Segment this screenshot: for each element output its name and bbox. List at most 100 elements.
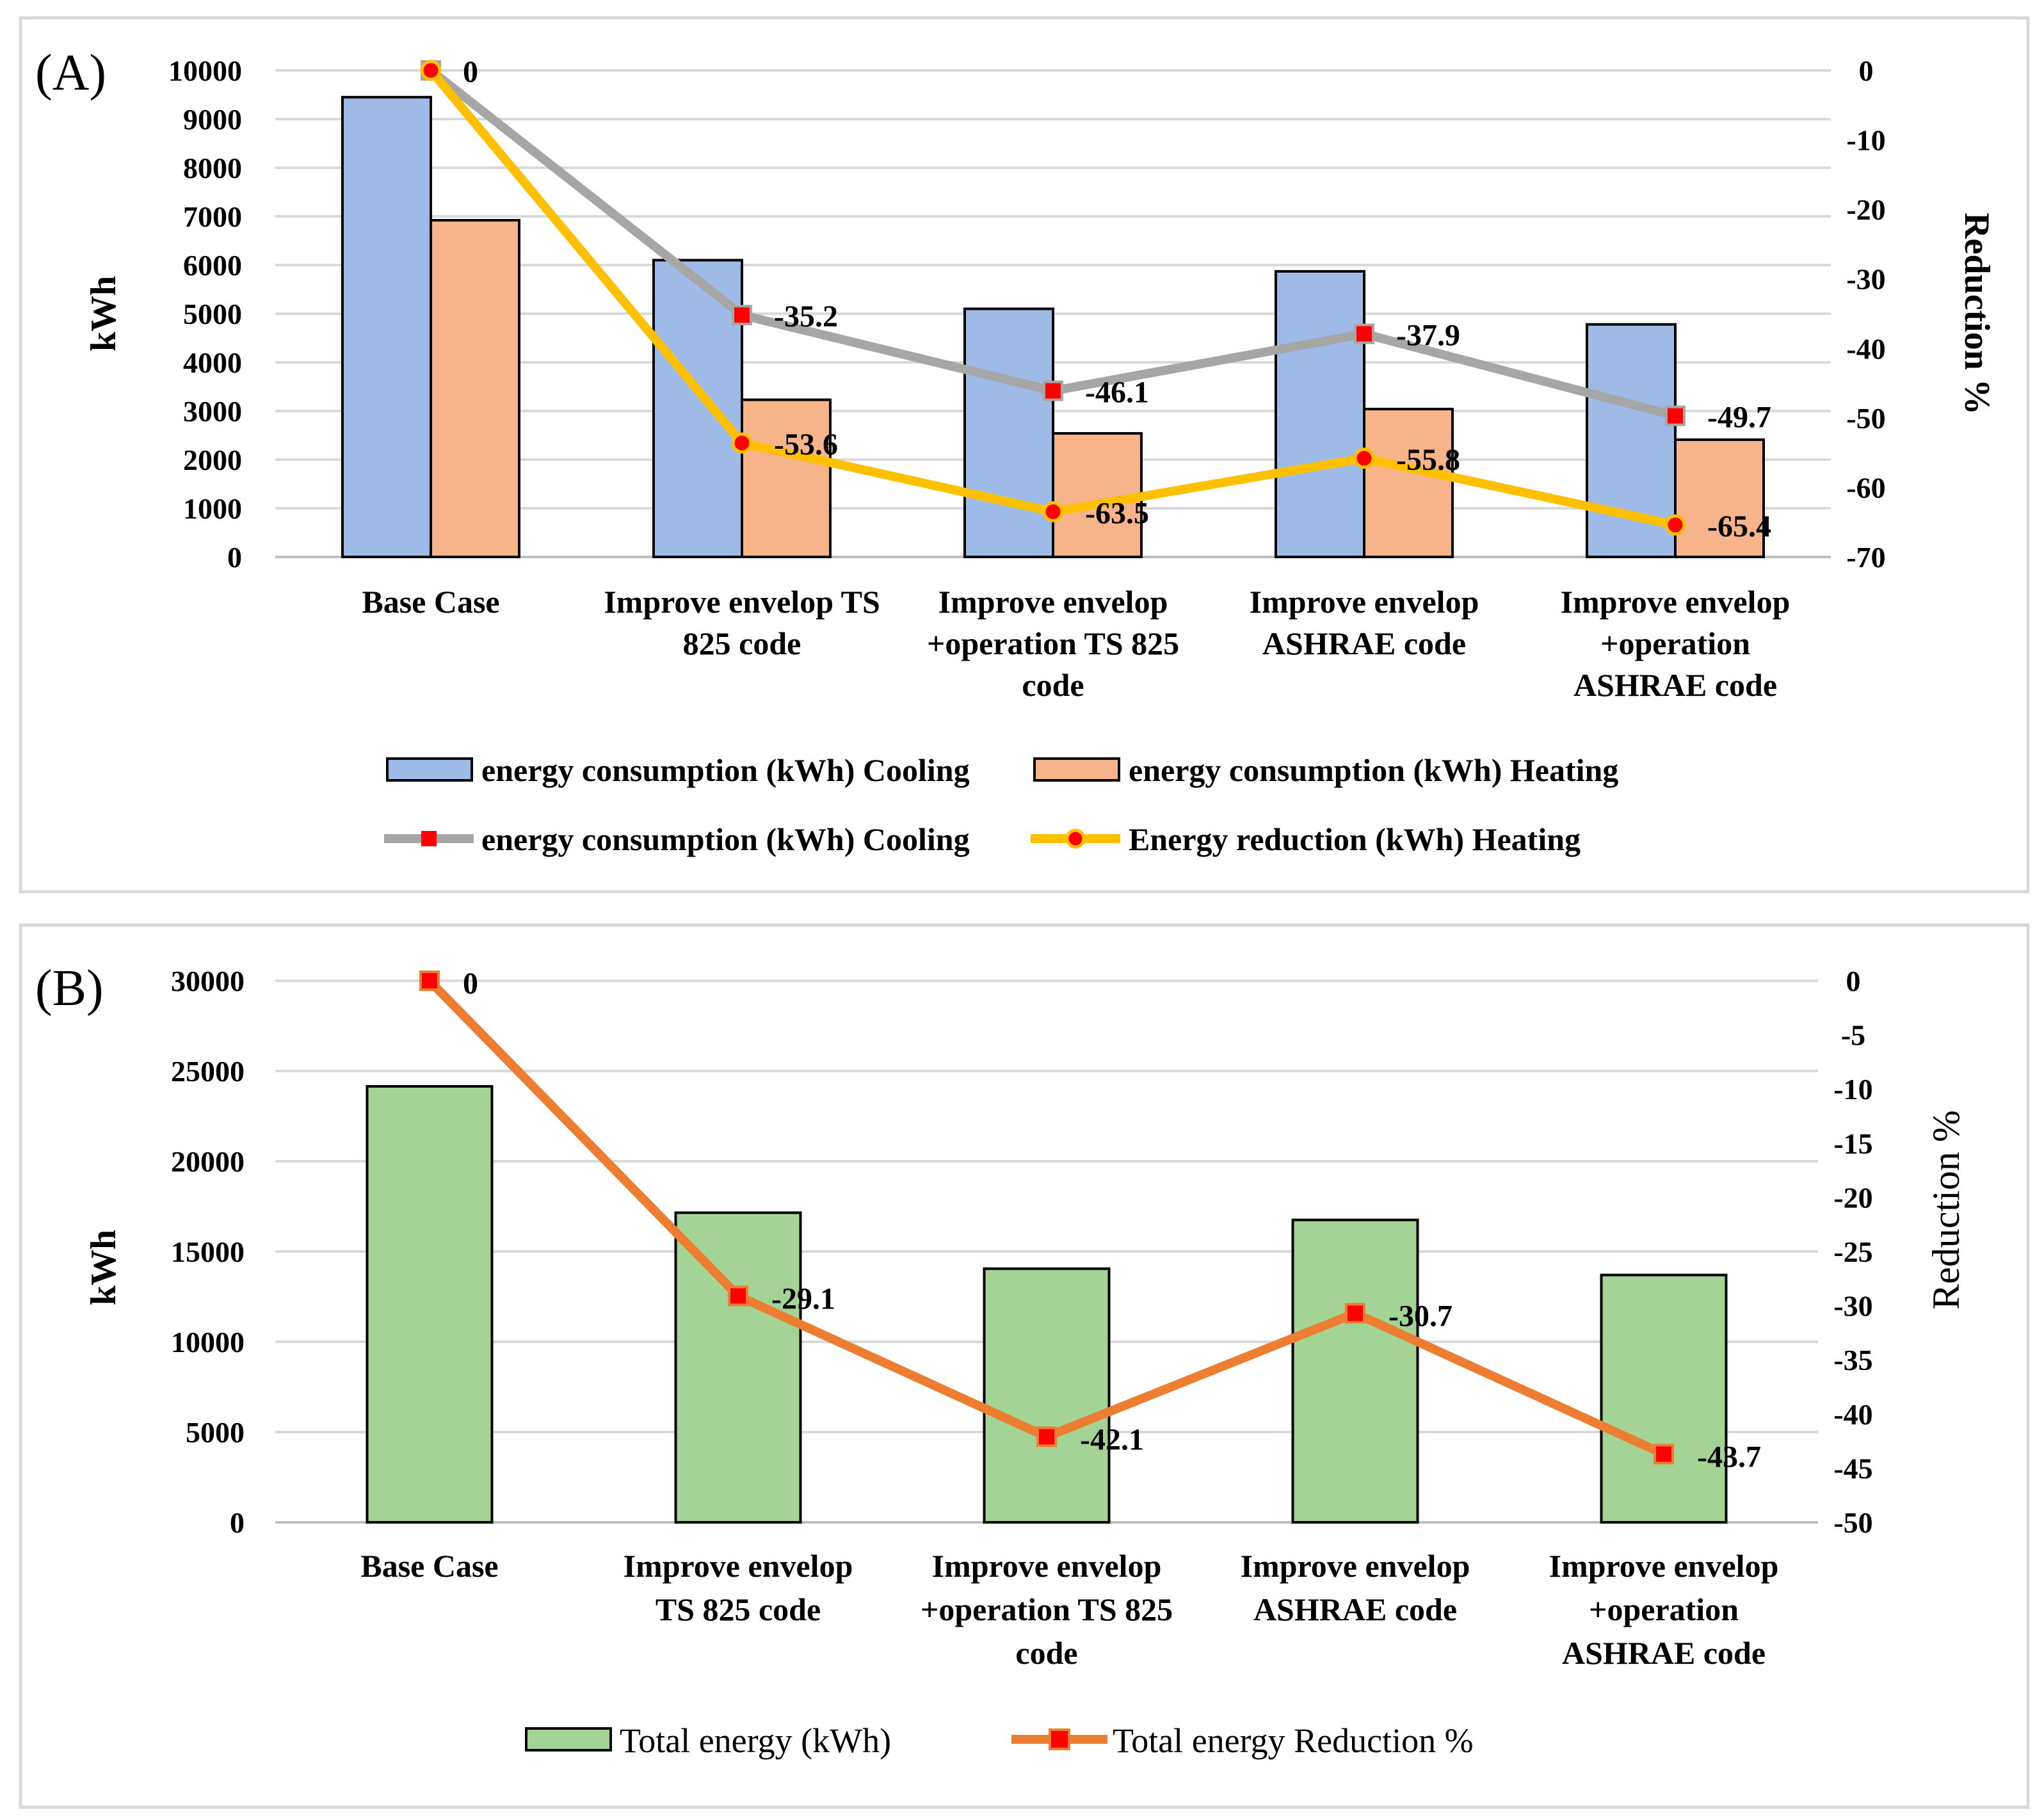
data-point — [1345, 1303, 1365, 1324]
y2-tick-label: -5 — [1841, 1019, 1865, 1052]
category-label: code — [1022, 667, 1084, 703]
legend-marker-heating-reduction — [1065, 828, 1086, 849]
bar — [1275, 270, 1365, 558]
y-tick-label: 0 — [227, 541, 242, 574]
data-point — [1353, 447, 1375, 469]
y2-tick-label: -40 — [1833, 1398, 1872, 1431]
y-tick-label: 4000 — [183, 346, 242, 379]
y2-tick-label: -25 — [1833, 1236, 1872, 1268]
legend-swatch-total-energy — [525, 1727, 612, 1752]
data-point — [732, 305, 752, 326]
y-tick-label: 1000 — [183, 492, 242, 525]
y-tick-label: 15000 — [171, 1236, 245, 1268]
y-tick-label: 2000 — [183, 444, 242, 476]
y-tick-label: 10000 — [171, 1326, 245, 1358]
y-tick-label: 25000 — [171, 1055, 245, 1088]
y-tick-label: 30000 — [171, 965, 245, 997]
bar — [963, 307, 1054, 558]
y-tick-label: 8000 — [183, 152, 242, 184]
legend-swatch-cooling-bar — [386, 757, 473, 782]
data-point — [420, 60, 442, 81]
data-label: 0 — [463, 967, 478, 1001]
panel-b-y2-axis-title: Reduction % — [1925, 1110, 1967, 1310]
y-tick-label: 7000 — [183, 200, 242, 233]
data-label: -65.4 — [1707, 510, 1771, 544]
category-label: ASHRAE code — [1262, 625, 1466, 661]
y-tick-label: 6000 — [183, 249, 242, 282]
category-label: ASHRAE code — [1573, 667, 1777, 703]
category-label: Improve envelop — [932, 1548, 1162, 1584]
bar — [674, 1211, 802, 1524]
category-label: Improve envelop TS — [604, 584, 880, 620]
panel-a-y-axis-title: kWh — [84, 276, 124, 351]
bar — [1600, 1273, 1728, 1524]
y-tick-label: 20000 — [171, 1145, 245, 1178]
bar — [341, 95, 432, 559]
data-label: -29.1 — [771, 1282, 835, 1316]
y2-tick-label: -60 — [1846, 471, 1885, 504]
y2-tick-label: -40 — [1846, 332, 1885, 365]
category-label: Improve envelop — [624, 1548, 853, 1584]
data-label: -63.5 — [1085, 496, 1149, 530]
y-tick-label: 5000 — [186, 1416, 245, 1449]
category-label: 825 code — [683, 625, 801, 661]
bar — [1363, 407, 1454, 559]
category-label: Improve envelop — [938, 584, 1168, 620]
bar — [1291, 1218, 1419, 1524]
legend-label-total-energy: Total energy (kWh) — [620, 1721, 891, 1760]
data-label: -35.2 — [774, 300, 838, 334]
panel-b-legend: Total energy (kWh) Total energy Reductio… — [525, 1721, 1474, 1760]
y2-tick-label: -50 — [1846, 402, 1885, 435]
bar — [1674, 438, 1765, 559]
legend-swatch-heating-bar — [1033, 757, 1120, 782]
category-label: Improve envelop — [1561, 584, 1791, 620]
y2-tick-label: -10 — [1846, 124, 1885, 157]
data-label: -43.7 — [1697, 1440, 1761, 1474]
data-label: -30.7 — [1388, 1299, 1453, 1333]
data-point — [1354, 323, 1374, 344]
y2-tick-label: -20 — [1833, 1181, 1872, 1214]
category-label: +operation TS 825 — [927, 625, 1179, 661]
y-tick-label: 3000 — [183, 395, 242, 428]
data-label: -37.9 — [1396, 318, 1460, 352]
category-label: Improve envelop — [1250, 584, 1479, 620]
y2-tick-label: -50 — [1833, 1506, 1872, 1539]
legend-label-cooling-reduction: energy consumption (kWh) Cooling — [481, 821, 970, 857]
data-label: -42.1 — [1080, 1422, 1144, 1456]
legend-label-heating-reduction: Energy reduction (kWh) Heating — [1129, 821, 1581, 857]
data-point — [1042, 501, 1064, 522]
y2-tick-label: -30 — [1846, 263, 1885, 296]
category-label: Base Case — [362, 584, 499, 620]
bar — [983, 1267, 1111, 1524]
panel-a-plot: 0 1000 2000 3000 4000 5000 6000 7000 8000 9000 100… — [168, 54, 1886, 703]
category-label: Base Case — [360, 1548, 498, 1584]
y2-tick-label: -10 — [1833, 1073, 1872, 1106]
category-label: +operation — [1600, 625, 1750, 661]
panel-b-y-axis-title: kWh — [84, 1230, 124, 1305]
y2-tick-label: -30 — [1833, 1290, 1872, 1323]
legend-marker-cooling-reduction — [421, 831, 437, 846]
bar — [366, 1084, 494, 1524]
legend-label-total-reduction: Total energy Reduction % — [1113, 1721, 1474, 1760]
y-tick-label: 9000 — [183, 103, 242, 136]
data-point — [731, 432, 753, 454]
legend-marker-total-reduction — [1049, 1728, 1070, 1750]
y2-tick-label: -20 — [1846, 193, 1885, 226]
y2-tick-label: -15 — [1833, 1127, 1872, 1160]
data-point — [419, 970, 440, 991]
data-point — [1664, 514, 1686, 536]
panel-a-legend: energy consumption (kWh) Cooling energy … — [384, 752, 1618, 857]
y2-tick-label: 0 — [1859, 54, 1874, 87]
panel-a-y2-axis-title: Reduction % — [1957, 213, 1997, 415]
data-point — [1654, 1444, 1674, 1465]
bar — [741, 398, 832, 559]
data-label: 0 — [463, 55, 478, 89]
category-label: +operation TS 825 — [921, 1591, 1173, 1627]
data-point — [728, 1285, 748, 1307]
data-point — [1043, 380, 1063, 401]
legend-label-cooling-bar: energy consumption (kWh) Cooling — [481, 752, 970, 788]
category-label: ASHRAE code — [1253, 1591, 1457, 1627]
y-tick-label: 10000 — [168, 54, 242, 87]
panel-a-label: (A) — [35, 45, 106, 101]
